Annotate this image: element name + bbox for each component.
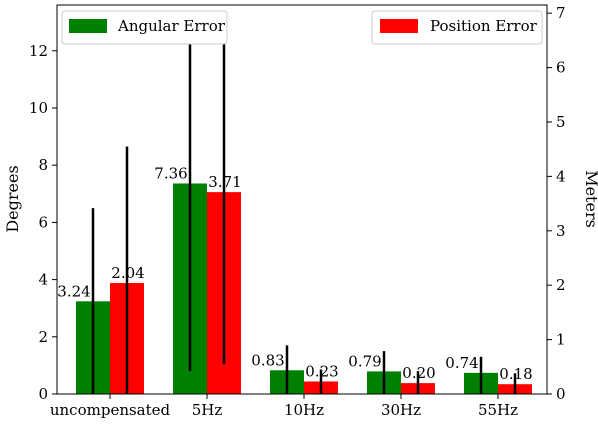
data-label-position: 2.04 [111,264,144,282]
data-label-angular: 0.79 [348,352,381,370]
y-tick-label: 6 [38,213,48,231]
y-tick-label: 8 [38,156,48,174]
y2-tick-label: 1 [556,331,566,349]
data-label-position: 0.20 [402,364,435,382]
data-label-angular: 3.24 [57,282,90,300]
y-tick-label: 12 [29,42,48,60]
legend-angular: Angular Error [61,10,228,45]
y2-tick-label: 3 [556,222,566,240]
y2-tick-label: 0 [556,385,566,403]
y2-tick-label: 4 [556,167,566,185]
legend-label-position: Position Error [430,17,538,35]
data-label-position: 3.71 [208,173,241,191]
x-tick-label: 55Hz [478,401,518,419]
data-label-angular: 0.83 [251,351,284,369]
legend-swatch-position [380,19,418,33]
legend-label-angular: Angular Error [117,17,226,35]
y-tick-label: 4 [38,271,48,289]
y2-tick-label: 2 [556,276,566,294]
y2-tick-label: 7 [556,4,566,22]
data-label-angular: 0.74 [445,354,478,372]
data-label-angular: 7.36 [154,164,187,182]
data-label-position: 0.18 [499,365,532,383]
y-tick-label: 10 [29,99,48,117]
y-tick-label: 2 [38,328,48,346]
x-tick-label: 10Hz [284,401,324,419]
data-label-position: 0.23 [305,362,338,380]
y-axis-label: Degrees [3,165,22,232]
y2-tick-label: 6 [556,59,566,77]
plot-frame [56,4,548,395]
legend-position: Position Error [371,10,543,45]
y2-axis-label: Meters [582,170,598,228]
y-tick-label: 0 [38,385,48,403]
y2-tick-label: 5 [556,113,566,131]
x-tick-label: 30Hz [381,401,421,419]
legend-swatch-angular [69,19,107,33]
x-tick-label: uncompensated [50,401,171,419]
x-tick-label: 5Hz [192,401,223,419]
